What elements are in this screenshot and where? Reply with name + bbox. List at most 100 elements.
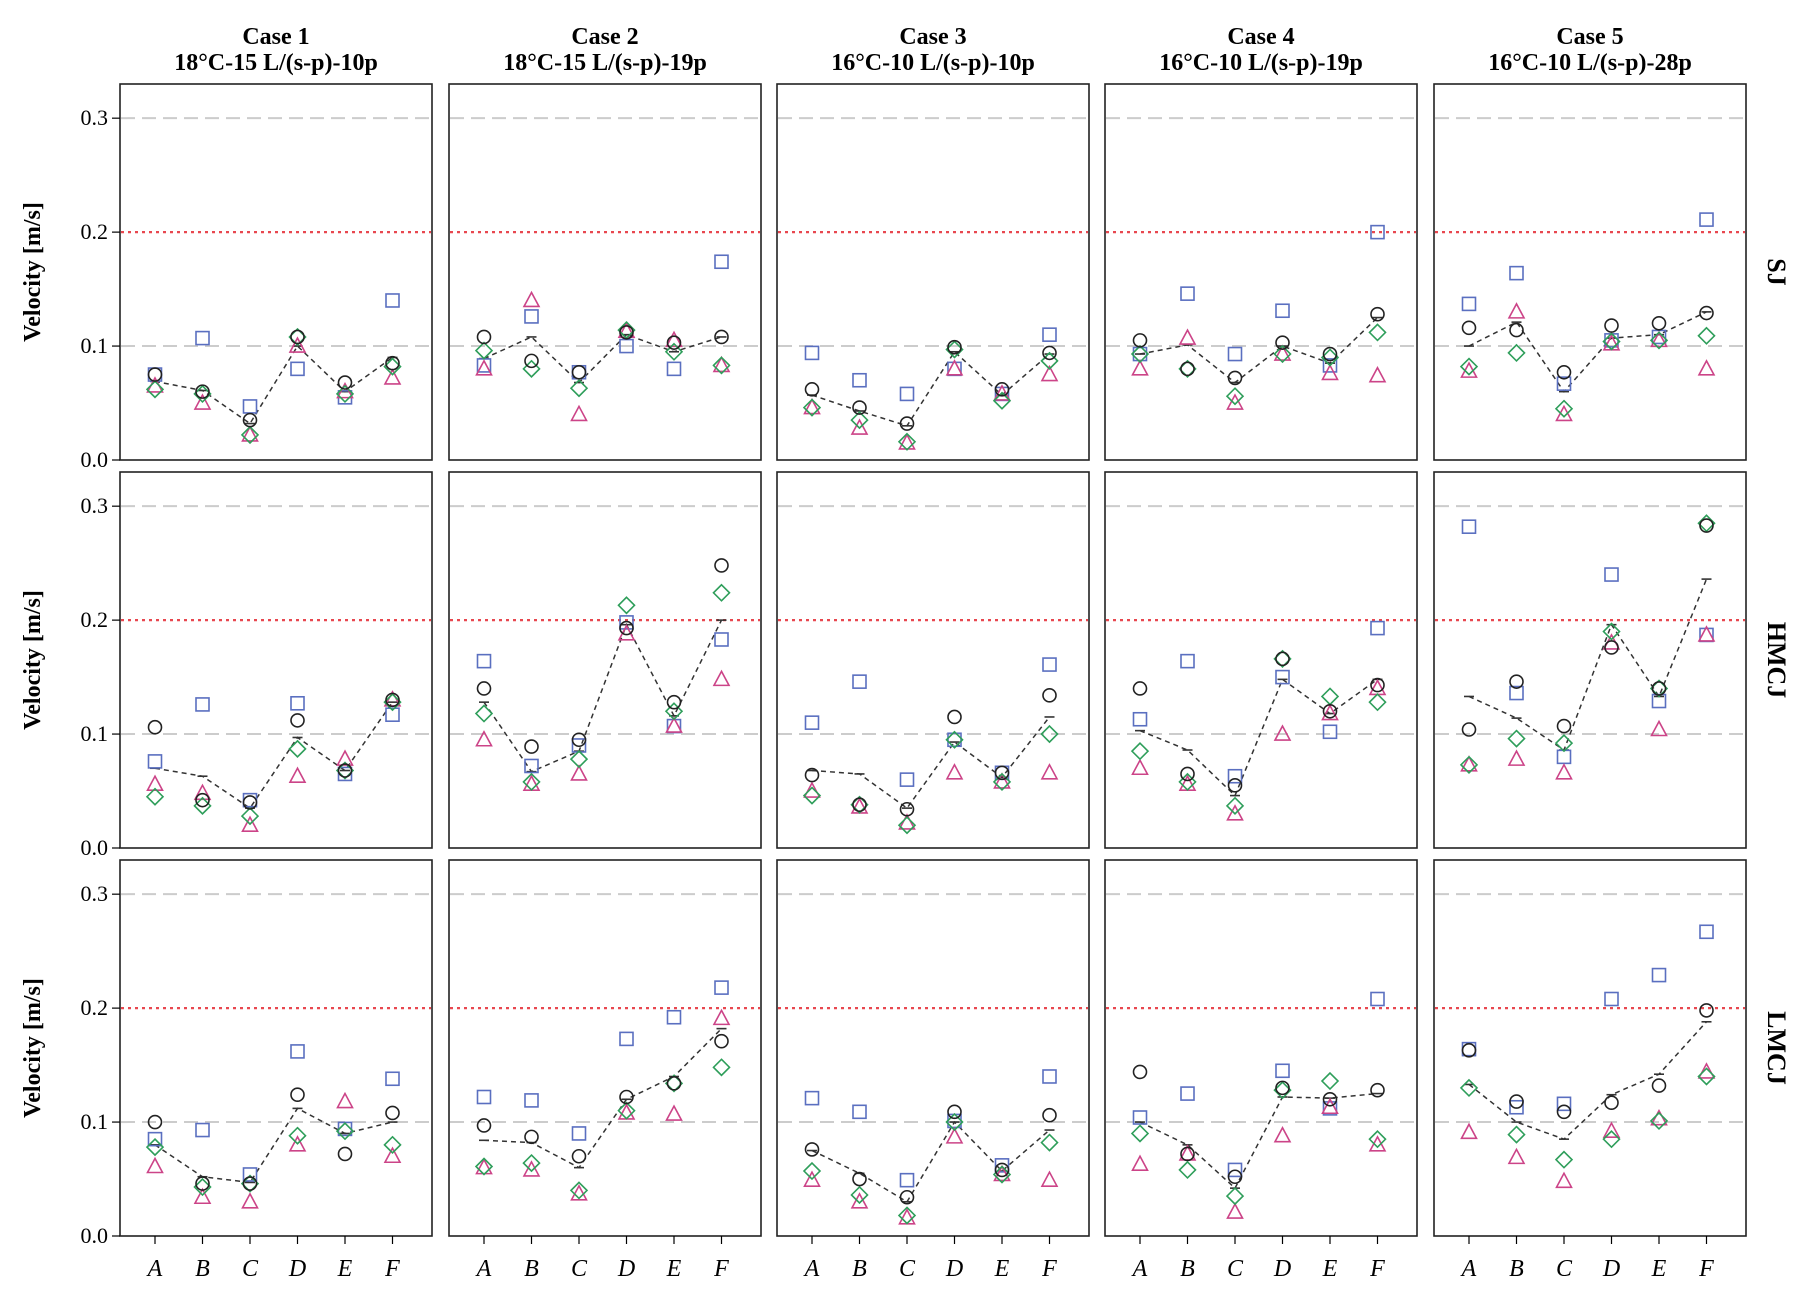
circle-marker: [1132, 681, 1148, 696]
triangle-marker: [1226, 393, 1244, 410]
square-marker: [804, 715, 820, 730]
triangle-marker: [1507, 749, 1526, 766]
square-marker: [1604, 991, 1619, 1007]
circle-marker: [666, 335, 682, 350]
panel-frame: [448, 471, 762, 849]
circle-marker: [476, 1118, 492, 1133]
diamond-marker: [569, 749, 589, 769]
diamond-marker: [522, 772, 541, 792]
triangle-marker: [1697, 359, 1716, 376]
panel-sj-case-3: [776, 83, 1090, 461]
circle-marker: [571, 364, 587, 380]
square-marker: [524, 758, 539, 774]
triangle-marker: [288, 766, 307, 784]
square-marker: [1699, 924, 1714, 940]
mean-line: [811, 716, 1051, 810]
circle-marker: [476, 329, 492, 345]
square-marker: [1699, 212, 1714, 227]
circle-marker: [1651, 315, 1667, 331]
x-tick-label: B: [852, 1256, 867, 1282]
diamond-marker: [850, 410, 869, 430]
triangle-marker: [1460, 755, 1478, 772]
triangle-marker: [288, 1135, 307, 1152]
triangle-marker: [146, 774, 164, 791]
panel-sj-case-1: [119, 83, 433, 461]
square-marker: [1370, 991, 1385, 1007]
diamond-marker: [1130, 1124, 1150, 1143]
diamond-marker: [1320, 348, 1340, 367]
circle-marker: [1461, 1042, 1477, 1058]
triangle-marker: [336, 1091, 354, 1109]
case-subtitle: 16°C-10 L/(s-p)-10p: [831, 50, 1035, 76]
circle-marker: [290, 329, 305, 345]
circle-marker: [147, 367, 163, 382]
circle-marker: [242, 795, 258, 810]
triangle-marker: [241, 1192, 259, 1209]
square-marker: [1556, 376, 1572, 391]
y-tick-label: 0.2: [81, 995, 109, 1020]
y-tick-label: 0.0: [81, 447, 109, 472]
circle-marker: [195, 792, 210, 808]
triangle-marker: [1321, 363, 1339, 381]
mean-line: [483, 1028, 723, 1169]
circle-marker: [1509, 1094, 1524, 1109]
square-marker: [524, 1093, 539, 1108]
square-marker: [852, 1104, 867, 1120]
circle-marker: [852, 797, 867, 813]
circle-marker: [1322, 346, 1338, 362]
circle-marker: [385, 1105, 400, 1121]
diamond-marker: [1225, 1186, 1245, 1206]
panel-hmcj-case-2: [448, 471, 762, 849]
triangle-marker: [1273, 724, 1292, 741]
diamond-marker: [193, 384, 212, 404]
y-tick-label: 0.2: [81, 607, 109, 632]
triangle-marker: [1507, 302, 1526, 319]
diamond-marker: [335, 384, 355, 404]
diamond-marker: [1178, 1160, 1197, 1180]
axis-labels: Velocity [m/s] SJ 0.0 0.1 0.2 0.3 Velocity [m/…: [20, 105, 1791, 1248]
y-axis-label: Velocity [m/s]: [20, 202, 46, 342]
x-tick-label: A: [803, 1256, 820, 1282]
triangle-marker: [193, 393, 212, 410]
triangle-marker: [1226, 1202, 1244, 1219]
circle-marker: [666, 694, 682, 710]
square-marker: [1604, 567, 1619, 582]
x-tick-label: D: [617, 1256, 635, 1282]
diamond-marker: [664, 702, 684, 721]
panel-frame: [119, 471, 433, 849]
square-marker: [1132, 711, 1148, 727]
y-tick-label: 0.3: [81, 105, 109, 130]
circle-marker: [1132, 1064, 1148, 1080]
x-tick-label: A: [1131, 1256, 1148, 1282]
y-axis-label: Velocity [m/s]: [20, 978, 46, 1118]
diamond-marker: [1507, 1125, 1526, 1144]
diamond-marker: [1178, 772, 1197, 792]
y-tick-label: 0.3: [81, 493, 109, 518]
panel-hmcj-case-5: [1433, 471, 1747, 849]
y-tick-label: 0.2: [81, 219, 109, 244]
mean-line: [811, 1120, 1050, 1203]
square-marker: [290, 1044, 305, 1059]
circle-marker: [804, 1142, 820, 1157]
triangle-marker: [1131, 359, 1149, 376]
square-marker: [337, 766, 353, 782]
circle-marker: [947, 339, 962, 355]
triangle-marker: [1650, 719, 1668, 737]
circle-marker: [1180, 361, 1195, 377]
diamond-marker: [1040, 724, 1059, 744]
case-title: Case 2: [571, 24, 638, 50]
circle-marker: [1322, 1091, 1338, 1107]
circle-marker: [1370, 306, 1385, 322]
square-marker: [1132, 1110, 1148, 1125]
square-marker: [1042, 1069, 1057, 1084]
x-tick-label: E: [337, 1256, 353, 1282]
panel-frame: [1104, 471, 1418, 849]
circle-marker: [804, 767, 820, 783]
circle-marker: [337, 1146, 353, 1162]
triangle-marker: [945, 359, 964, 376]
square-marker: [804, 1090, 820, 1106]
square-marker: [1556, 1096, 1572, 1112]
square-marker: [994, 1158, 1010, 1173]
triangle-marker: [241, 815, 259, 833]
triangle-marker: [522, 1160, 541, 1177]
